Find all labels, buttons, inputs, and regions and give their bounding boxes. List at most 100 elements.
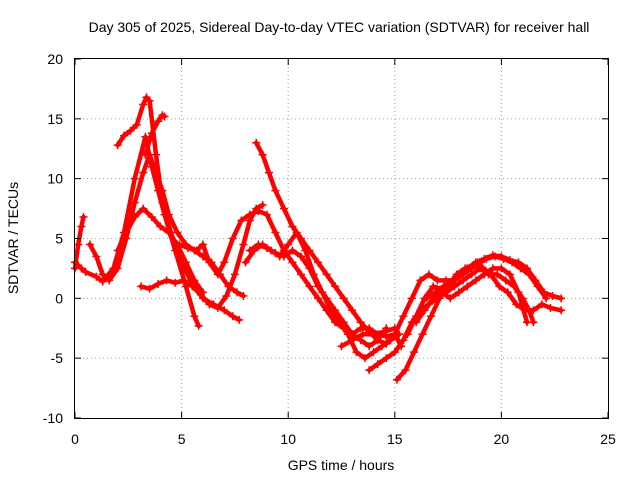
data-point <box>194 321 203 330</box>
data-point <box>98 277 107 286</box>
data-point <box>386 336 395 345</box>
data-point <box>378 342 387 351</box>
ticks: 0 5 10 15 20 25 -10 -5 0 5 10 15 20 <box>43 51 616 447</box>
data-point <box>392 375 401 384</box>
data-point <box>356 318 365 327</box>
data-point <box>258 150 267 159</box>
y-tick-label: 20 <box>47 51 63 67</box>
data-point <box>152 150 161 159</box>
data-point <box>437 288 446 297</box>
data-point <box>305 282 314 291</box>
data-point <box>348 336 357 345</box>
data-point <box>137 282 146 291</box>
data-point <box>254 206 263 215</box>
data-point <box>465 264 474 273</box>
data-point <box>546 303 555 312</box>
y-tick-label: 5 <box>55 231 63 247</box>
data-point <box>164 228 173 237</box>
y-tick-label: -10 <box>43 410 63 426</box>
data-point <box>369 348 378 357</box>
data-point <box>120 131 129 140</box>
data-point <box>480 270 489 279</box>
x-tick-label: 0 <box>71 431 79 447</box>
data-point <box>537 300 546 309</box>
data-point <box>222 291 231 300</box>
data-point <box>141 132 150 141</box>
data-point <box>459 276 468 285</box>
data-point <box>190 312 199 321</box>
data-point <box>228 312 237 321</box>
grid <box>75 59 608 418</box>
y-tick-label: -5 <box>51 350 64 366</box>
data-point <box>239 240 248 249</box>
data-point <box>446 294 455 303</box>
data-point <box>213 303 222 312</box>
data-point <box>132 120 141 129</box>
data-point <box>467 270 476 279</box>
data-point <box>390 324 399 333</box>
data-point <box>380 327 389 336</box>
data-point <box>139 168 148 177</box>
data-point <box>113 141 122 150</box>
data-point <box>418 330 427 339</box>
data-point <box>399 312 408 321</box>
data-point <box>171 278 180 287</box>
data-point <box>522 318 531 327</box>
data-point <box>407 294 416 303</box>
data-point <box>390 348 399 357</box>
data-point <box>271 228 280 237</box>
data-point <box>250 246 259 255</box>
data-point <box>139 100 148 109</box>
series-track-8 <box>177 208 404 349</box>
data-point <box>557 306 566 315</box>
data-point <box>454 288 463 297</box>
data-point <box>205 300 214 309</box>
data-point <box>382 332 391 341</box>
data-point <box>154 117 163 126</box>
data-point <box>557 294 566 303</box>
data-point <box>228 234 237 243</box>
data-point <box>503 288 512 297</box>
data-point <box>412 318 421 327</box>
data-point <box>284 240 293 249</box>
data-point <box>288 222 297 231</box>
data-point <box>416 276 425 285</box>
data-point <box>262 210 271 219</box>
data-point <box>122 228 131 237</box>
data-point <box>181 258 190 267</box>
data-point <box>190 276 199 285</box>
data-point <box>296 270 305 279</box>
data-point <box>373 360 382 369</box>
data-point <box>478 263 487 272</box>
data-point <box>429 282 438 291</box>
data-point <box>198 240 207 249</box>
data-point <box>147 129 156 138</box>
data-point <box>501 276 510 285</box>
data-point <box>439 282 448 291</box>
series-track-2 <box>72 214 86 271</box>
data-point <box>113 246 122 255</box>
data-point <box>245 210 254 219</box>
data-point <box>220 258 229 267</box>
data-point <box>499 254 508 263</box>
data-point <box>158 198 167 207</box>
data-point <box>265 168 274 177</box>
data-point <box>85 240 94 249</box>
data-point <box>130 212 139 221</box>
y-axis-label: SDTVAR / TECUs <box>5 182 21 294</box>
data-point <box>241 258 250 267</box>
y-tick-label: 10 <box>47 171 63 187</box>
data-point <box>516 264 525 273</box>
data-point <box>448 276 457 285</box>
data-point <box>403 330 412 339</box>
x-axis-label: GPS time / hours <box>288 457 395 473</box>
data-point <box>427 312 436 321</box>
data-point <box>533 282 542 291</box>
data-point <box>147 212 156 221</box>
data-point <box>130 198 139 207</box>
data-point <box>348 306 357 315</box>
data-point <box>271 186 280 195</box>
data-point <box>529 306 538 315</box>
data-point <box>179 276 188 285</box>
data-point <box>401 366 410 375</box>
